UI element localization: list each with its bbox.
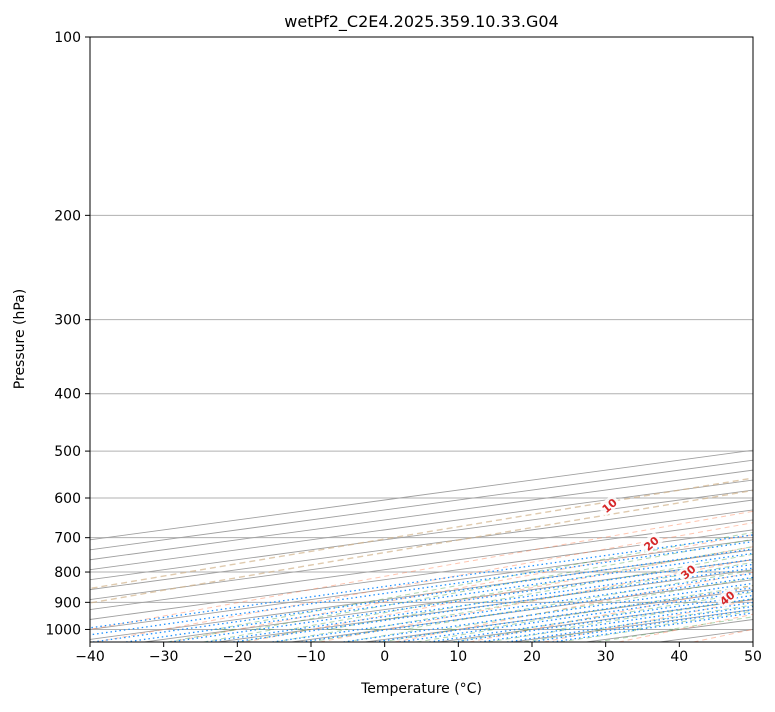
x-tick-label: 50 [744,649,762,665]
y-tick-label: 300 [54,313,81,329]
chart-title: wetPf2_C2E4.2025.359.10.33.G04 [284,12,558,32]
x-tick-label: 0 [380,649,389,665]
y-tick-label: 1000 [45,622,81,638]
y-tick-label: 400 [54,387,81,403]
y-axis-label: Pressure (hPa) [12,289,28,389]
y-tick-label: 700 [54,531,81,547]
y-tick-label: 800 [54,565,81,581]
y-tick-label: 200 [54,208,81,224]
y-tick-label: 500 [54,444,81,460]
x-tick-label: 10 [449,649,467,665]
y-tick-label: 100 [54,30,81,46]
x-tick-label: 20 [523,649,541,665]
x-tick-label: −40 [75,649,105,665]
y-tick-label: 600 [54,491,81,507]
x-tick-label: −20 [223,649,253,665]
x-axis-label: Temperature (°C) [360,681,482,697]
x-tick-label: −30 [149,649,179,665]
x-tick-label: 30 [597,649,615,665]
x-tick-label: 40 [670,649,688,665]
x-tick-label: −10 [296,649,326,665]
y-tick-label: 900 [54,595,81,611]
